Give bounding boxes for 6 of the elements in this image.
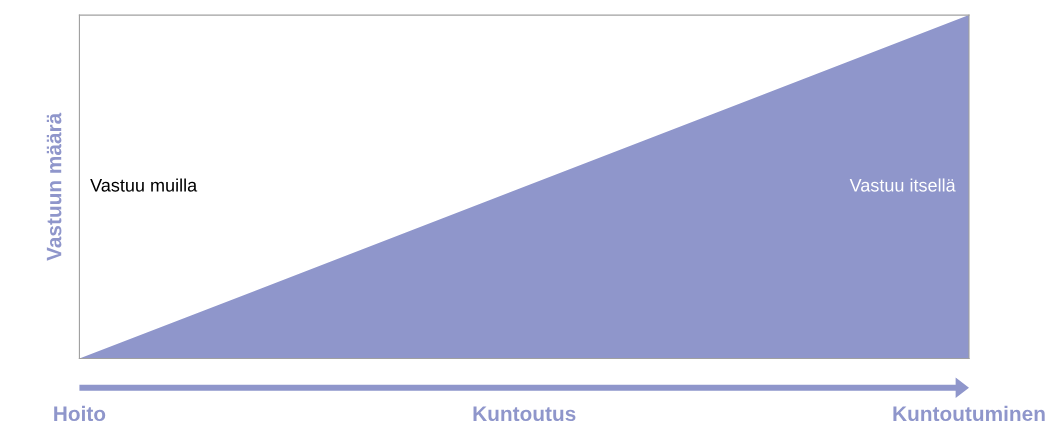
x-tick-label: Kuntoutus [473, 406, 576, 422]
annotation: Vastuu muilla [90, 178, 198, 192]
x-tick-label: Kuntoutuminen [893, 405, 1045, 422]
y-axis-title: Vastuun määrä [46, 112, 62, 261]
annotation: Vastuu itsellä [849, 178, 956, 192]
x-tick-label: Hoito [54, 405, 106, 422]
